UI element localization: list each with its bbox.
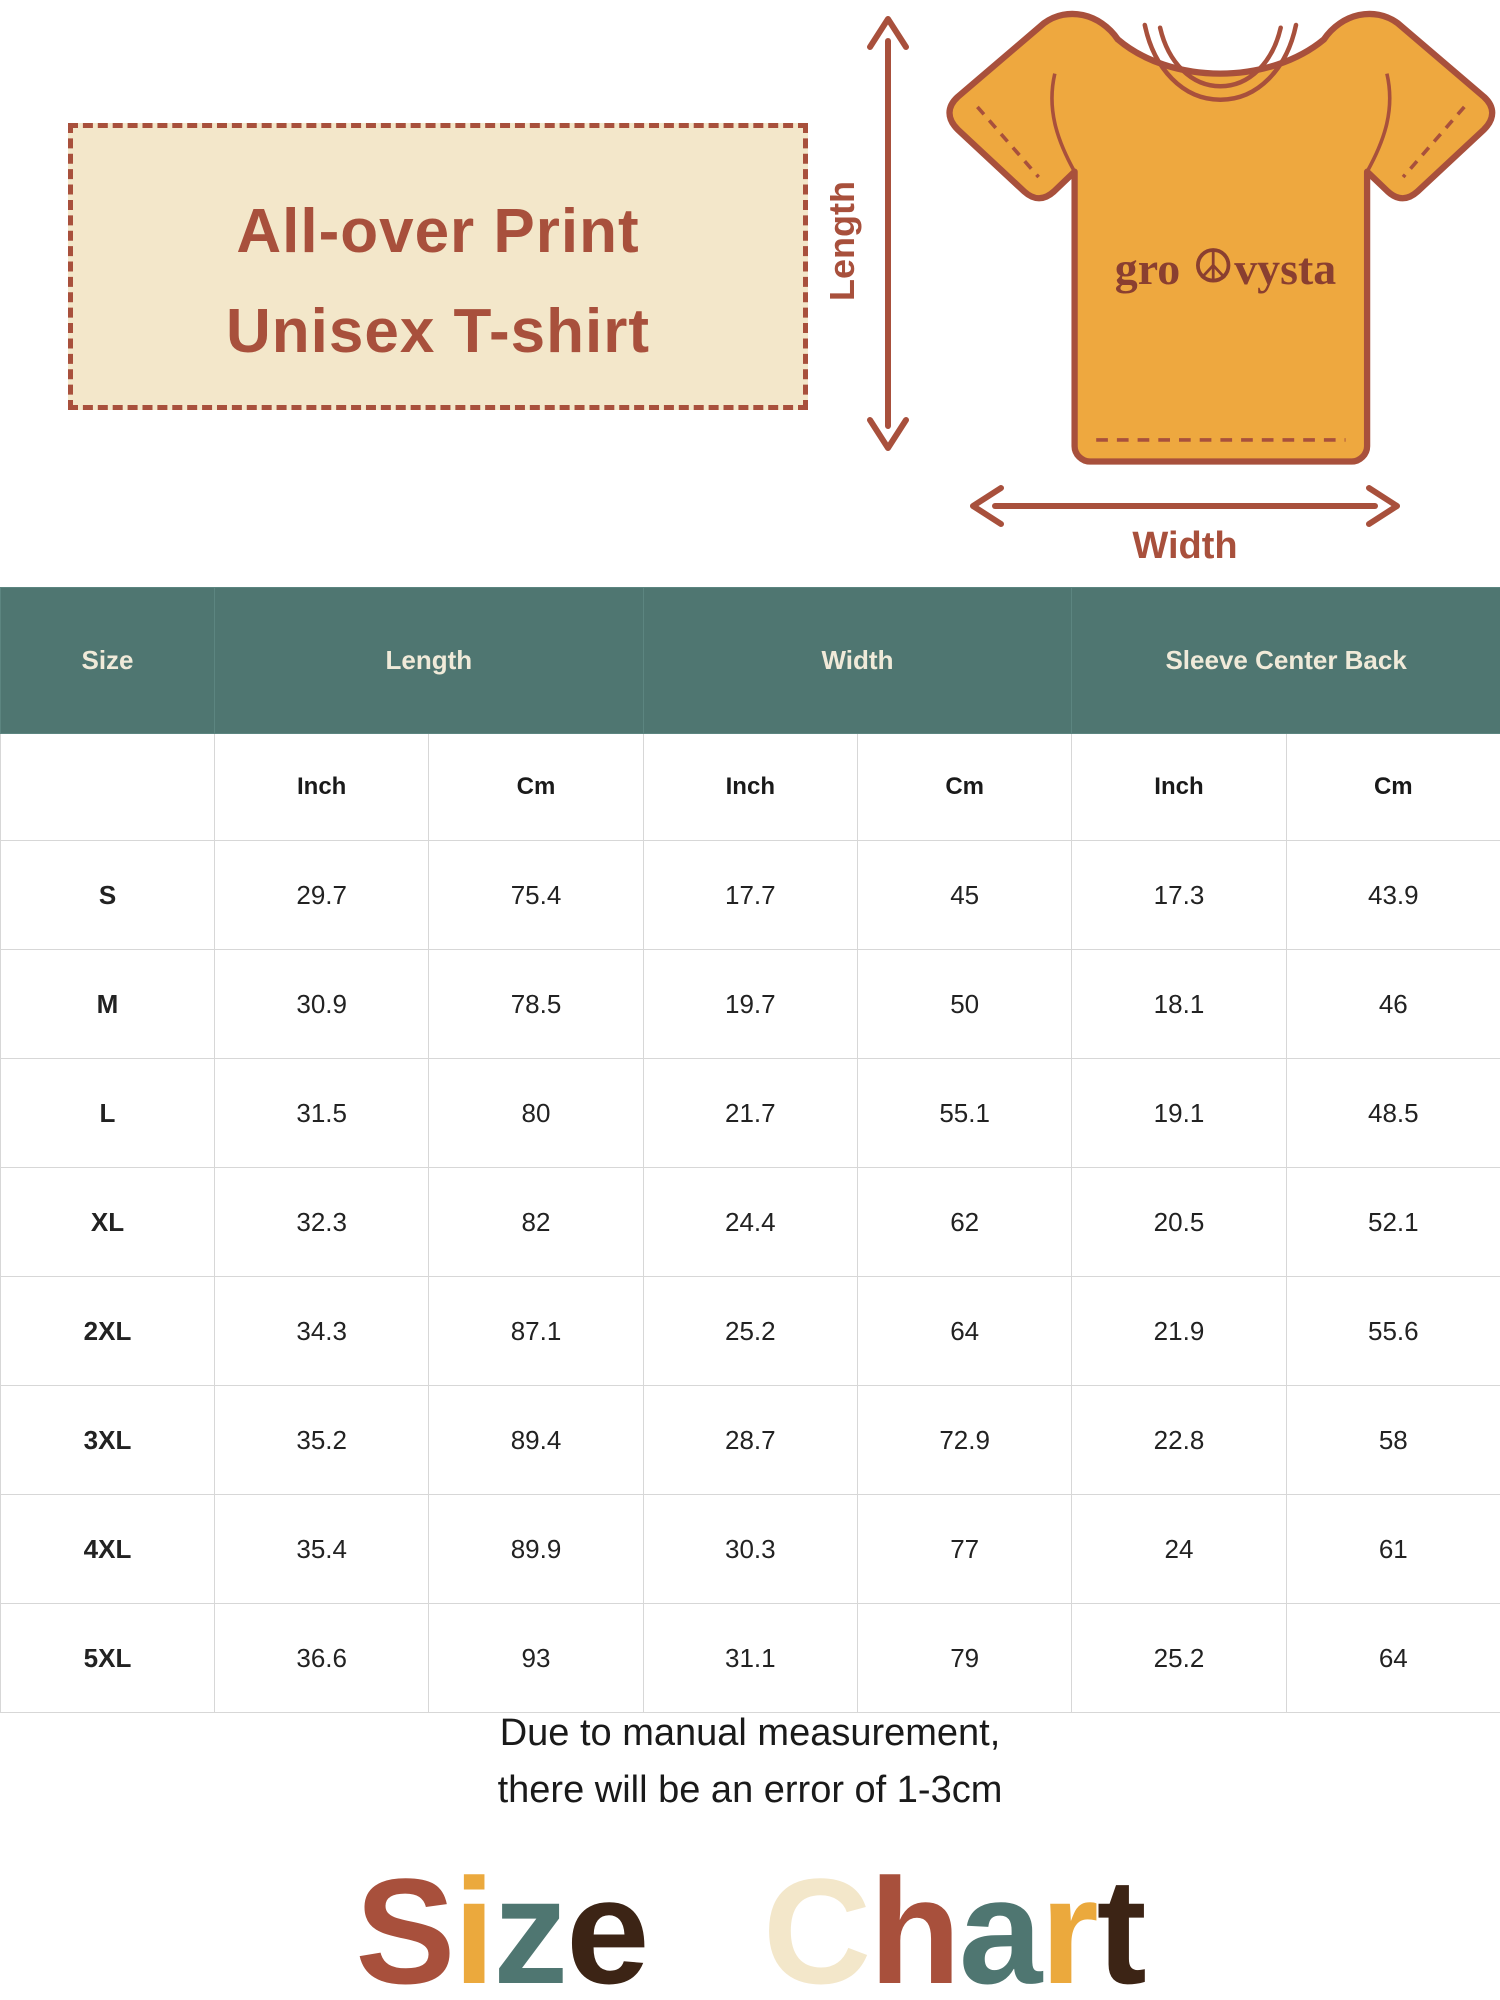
svg-text:gro: gro: [1115, 243, 1180, 294]
svg-text:vysta: vysta: [1234, 243, 1336, 294]
svg-text:Length: Length: [830, 181, 862, 301]
svg-text:Width: Width: [1132, 525, 1237, 566]
